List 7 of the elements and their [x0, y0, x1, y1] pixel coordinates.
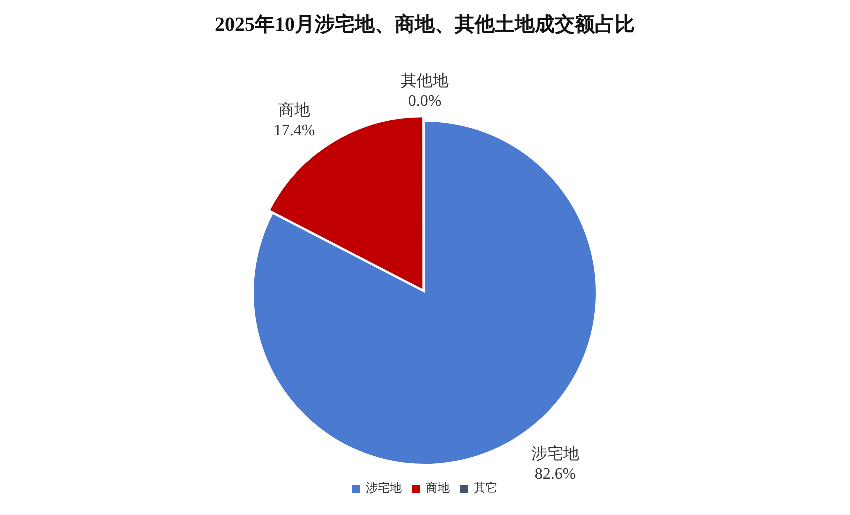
- legend-label: 涉宅地: [366, 481, 402, 496]
- data-label: 商地 17.4%: [274, 101, 316, 140]
- data-label: 涉宅地 82.6%: [531, 444, 580, 483]
- legend-label: 其它: [474, 481, 498, 496]
- legend-label: 商地: [426, 481, 450, 496]
- chart-title: 2025年10月涉宅地、商地、其他土地成交额占比: [215, 13, 635, 36]
- text: 其他地 0.0%: [401, 73, 449, 110]
